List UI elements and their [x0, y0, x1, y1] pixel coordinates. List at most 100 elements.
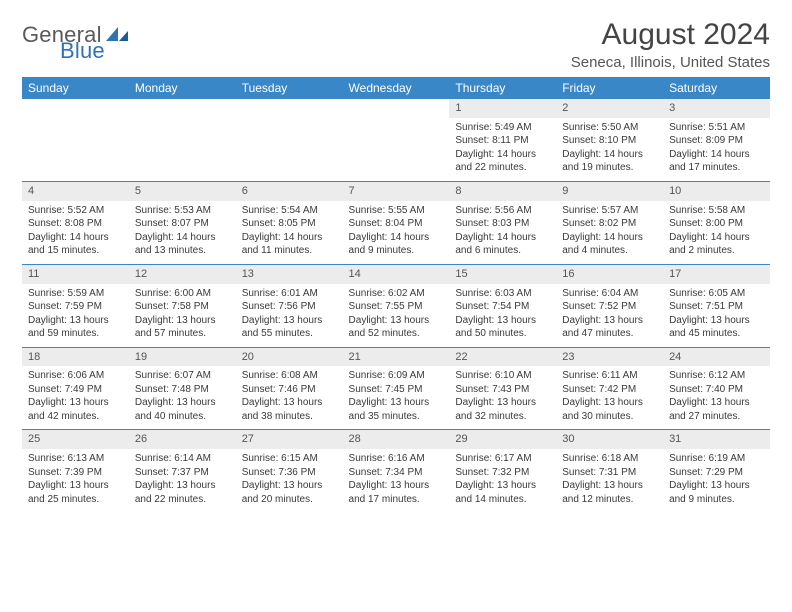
- calendar-body: 1Sunrise: 5:49 AMSunset: 8:11 PMDaylight…: [22, 99, 770, 512]
- day-number: 15: [449, 265, 556, 284]
- calendar-empty: [22, 99, 129, 181]
- calendar-page: GeneralBlue August 2024 Seneca, Illinois…: [0, 0, 792, 522]
- calendar-day: 12Sunrise: 6:00 AMSunset: 7:58 PMDayligh…: [129, 264, 236, 347]
- weekday-header: Monday: [129, 77, 236, 99]
- day-details: Sunrise: 6:09 AMSunset: 7:45 PMDaylight:…: [343, 366, 450, 429]
- day-number: 13: [236, 265, 343, 284]
- day-details: Sunrise: 6:17 AMSunset: 7:32 PMDaylight:…: [449, 449, 556, 512]
- calendar-day: 14Sunrise: 6:02 AMSunset: 7:55 PMDayligh…: [343, 264, 450, 347]
- month-title: August 2024: [571, 18, 770, 52]
- day-number: 9: [556, 182, 663, 201]
- day-number: 26: [129, 430, 236, 449]
- calendar-day: 25Sunrise: 6:13 AMSunset: 7:39 PMDayligh…: [22, 430, 129, 512]
- day-number: 18: [22, 348, 129, 367]
- day-details: Sunrise: 5:52 AMSunset: 8:08 PMDaylight:…: [22, 201, 129, 264]
- calendar-day: 18Sunrise: 6:06 AMSunset: 7:49 PMDayligh…: [22, 347, 129, 430]
- calendar-day: 1Sunrise: 5:49 AMSunset: 8:11 PMDaylight…: [449, 99, 556, 181]
- title-block: August 2024 Seneca, Illinois, United Sta…: [571, 18, 770, 71]
- calendar-day: 3Sunrise: 5:51 AMSunset: 8:09 PMDaylight…: [663, 99, 770, 181]
- day-number: 23: [556, 348, 663, 367]
- calendar-day: 23Sunrise: 6:11 AMSunset: 7:42 PMDayligh…: [556, 347, 663, 430]
- calendar-week: 11Sunrise: 5:59 AMSunset: 7:59 PMDayligh…: [22, 264, 770, 347]
- day-number: 3: [663, 99, 770, 118]
- day-details: Sunrise: 5:54 AMSunset: 8:05 PMDaylight:…: [236, 201, 343, 264]
- calendar-day: 20Sunrise: 6:08 AMSunset: 7:46 PMDayligh…: [236, 347, 343, 430]
- calendar-day: 5Sunrise: 5:53 AMSunset: 8:07 PMDaylight…: [129, 181, 236, 264]
- calendar-table: SundayMondayTuesdayWednesdayThursdayFrid…: [22, 77, 770, 512]
- calendar-header-row: SundayMondayTuesdayWednesdayThursdayFrid…: [22, 77, 770, 99]
- calendar-empty: [343, 99, 450, 181]
- day-details: Sunrise: 5:49 AMSunset: 8:11 PMDaylight:…: [449, 118, 556, 181]
- day-number: 16: [556, 265, 663, 284]
- calendar-day: 24Sunrise: 6:12 AMSunset: 7:40 PMDayligh…: [663, 347, 770, 430]
- day-number: 7: [343, 182, 450, 201]
- day-number: 17: [663, 265, 770, 284]
- calendar-day: 11Sunrise: 5:59 AMSunset: 7:59 PMDayligh…: [22, 264, 129, 347]
- day-number: 21: [343, 348, 450, 367]
- weekday-header: Wednesday: [343, 77, 450, 99]
- calendar-day: 8Sunrise: 5:56 AMSunset: 8:03 PMDaylight…: [449, 181, 556, 264]
- day-details: Sunrise: 6:16 AMSunset: 7:34 PMDaylight:…: [343, 449, 450, 512]
- calendar-day: 26Sunrise: 6:14 AMSunset: 7:37 PMDayligh…: [129, 430, 236, 512]
- calendar-day: 27Sunrise: 6:15 AMSunset: 7:36 PMDayligh…: [236, 430, 343, 512]
- day-details: Sunrise: 6:18 AMSunset: 7:31 PMDaylight:…: [556, 449, 663, 512]
- day-number: 6: [236, 182, 343, 201]
- day-details: Sunrise: 6:06 AMSunset: 7:49 PMDaylight:…: [22, 366, 129, 429]
- calendar-day: 15Sunrise: 6:03 AMSunset: 7:54 PMDayligh…: [449, 264, 556, 347]
- day-details: Sunrise: 6:07 AMSunset: 7:48 PMDaylight:…: [129, 366, 236, 429]
- day-details: Sunrise: 6:12 AMSunset: 7:40 PMDaylight:…: [663, 366, 770, 429]
- calendar-day: 19Sunrise: 6:07 AMSunset: 7:48 PMDayligh…: [129, 347, 236, 430]
- day-details: Sunrise: 5:50 AMSunset: 8:10 PMDaylight:…: [556, 118, 663, 181]
- calendar-day: 17Sunrise: 6:05 AMSunset: 7:51 PMDayligh…: [663, 264, 770, 347]
- calendar-week: 4Sunrise: 5:52 AMSunset: 8:08 PMDaylight…: [22, 181, 770, 264]
- day-details: Sunrise: 6:15 AMSunset: 7:36 PMDaylight:…: [236, 449, 343, 512]
- day-details: Sunrise: 5:58 AMSunset: 8:00 PMDaylight:…: [663, 201, 770, 264]
- day-details: Sunrise: 6:10 AMSunset: 7:43 PMDaylight:…: [449, 366, 556, 429]
- day-details: Sunrise: 5:56 AMSunset: 8:03 PMDaylight:…: [449, 201, 556, 264]
- day-details: Sunrise: 6:19 AMSunset: 7:29 PMDaylight:…: [663, 449, 770, 512]
- brand-part2: Blue: [60, 40, 130, 62]
- day-details: Sunrise: 6:03 AMSunset: 7:54 PMDaylight:…: [449, 284, 556, 347]
- calendar-empty: [129, 99, 236, 181]
- day-details: Sunrise: 5:57 AMSunset: 8:02 PMDaylight:…: [556, 201, 663, 264]
- calendar-day: 29Sunrise: 6:17 AMSunset: 7:32 PMDayligh…: [449, 430, 556, 512]
- weekday-header: Saturday: [663, 77, 770, 99]
- day-number: 22: [449, 348, 556, 367]
- calendar-day: 13Sunrise: 6:01 AMSunset: 7:56 PMDayligh…: [236, 264, 343, 347]
- day-details: Sunrise: 6:02 AMSunset: 7:55 PMDaylight:…: [343, 284, 450, 347]
- day-number: 20: [236, 348, 343, 367]
- day-details: Sunrise: 6:05 AMSunset: 7:51 PMDaylight:…: [663, 284, 770, 347]
- day-number: 8: [449, 182, 556, 201]
- day-details: Sunrise: 5:51 AMSunset: 8:09 PMDaylight:…: [663, 118, 770, 181]
- brand-logo: GeneralBlue: [22, 24, 130, 62]
- calendar-day: 2Sunrise: 5:50 AMSunset: 8:10 PMDaylight…: [556, 99, 663, 181]
- weekday-header: Sunday: [22, 77, 129, 99]
- day-number: 14: [343, 265, 450, 284]
- day-details: Sunrise: 5:59 AMSunset: 7:59 PMDaylight:…: [22, 284, 129, 347]
- day-details: Sunrise: 6:11 AMSunset: 7:42 PMDaylight:…: [556, 366, 663, 429]
- day-number: 10: [663, 182, 770, 201]
- calendar-day: 30Sunrise: 6:18 AMSunset: 7:31 PMDayligh…: [556, 430, 663, 512]
- day-details: Sunrise: 6:13 AMSunset: 7:39 PMDaylight:…: [22, 449, 129, 512]
- day-details: Sunrise: 6:14 AMSunset: 7:37 PMDaylight:…: [129, 449, 236, 512]
- calendar-day: 7Sunrise: 5:55 AMSunset: 8:04 PMDaylight…: [343, 181, 450, 264]
- day-number: 28: [343, 430, 450, 449]
- day-number: 30: [556, 430, 663, 449]
- day-number: 19: [129, 348, 236, 367]
- calendar-day: 4Sunrise: 5:52 AMSunset: 8:08 PMDaylight…: [22, 181, 129, 264]
- day-details: Sunrise: 6:01 AMSunset: 7:56 PMDaylight:…: [236, 284, 343, 347]
- day-number: 5: [129, 182, 236, 201]
- day-number: 31: [663, 430, 770, 449]
- day-details: Sunrise: 6:08 AMSunset: 7:46 PMDaylight:…: [236, 366, 343, 429]
- weekday-header: Thursday: [449, 77, 556, 99]
- day-details: Sunrise: 6:04 AMSunset: 7:52 PMDaylight:…: [556, 284, 663, 347]
- day-number: 11: [22, 265, 129, 284]
- header: GeneralBlue August 2024 Seneca, Illinois…: [22, 18, 770, 71]
- calendar-day: 6Sunrise: 5:54 AMSunset: 8:05 PMDaylight…: [236, 181, 343, 264]
- calendar-week: 18Sunrise: 6:06 AMSunset: 7:49 PMDayligh…: [22, 347, 770, 430]
- weekday-header: Friday: [556, 77, 663, 99]
- calendar-day: 10Sunrise: 5:58 AMSunset: 8:00 PMDayligh…: [663, 181, 770, 264]
- day-number: 1: [449, 99, 556, 118]
- day-details: Sunrise: 6:00 AMSunset: 7:58 PMDaylight:…: [129, 284, 236, 347]
- calendar-day: 21Sunrise: 6:09 AMSunset: 7:45 PMDayligh…: [343, 347, 450, 430]
